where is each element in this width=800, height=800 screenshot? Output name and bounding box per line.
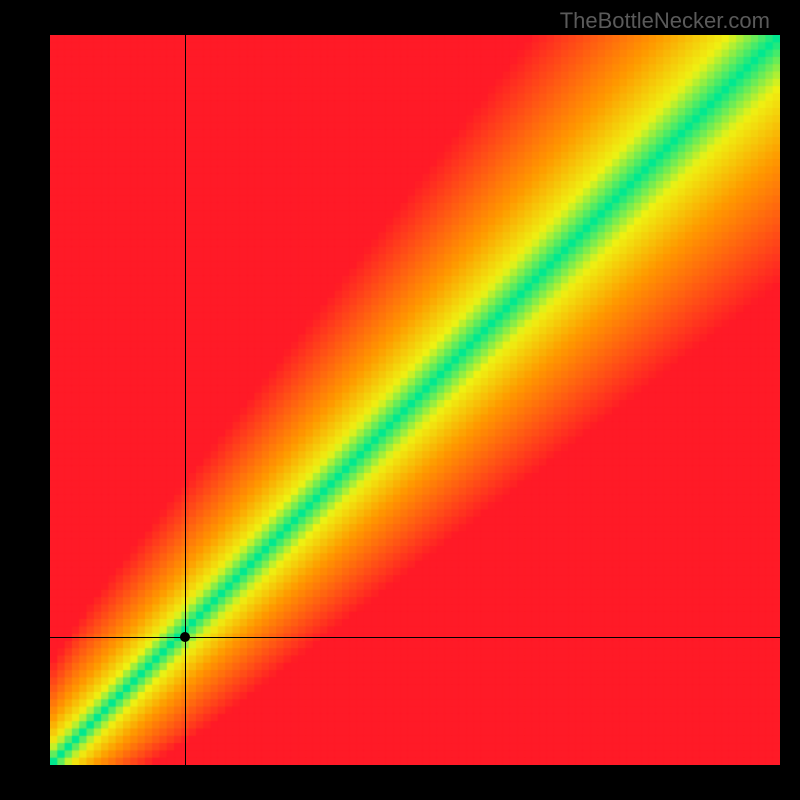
- y-axis-tick-2: [0, 50, 45, 53]
- heatmap-plot: [50, 35, 780, 765]
- y-axis-tick-1: [0, 42, 45, 45]
- crosshair-marker: [180, 632, 190, 642]
- y-axis-tick-4: [0, 65, 24, 68]
- root-container: TheBottleNecker.com 100%: [0, 0, 800, 800]
- crosshair-vertical: [185, 35, 186, 765]
- y-axis-label-100: 100%: [0, 28, 45, 48]
- crosshair-horizontal: [50, 637, 780, 638]
- watermark-text: TheBottleNecker.com: [560, 8, 770, 34]
- y-axis-tick-3: [0, 57, 45, 60]
- heatmap-canvas: [50, 35, 780, 765]
- y-axis-tick-0: [0, 35, 45, 38]
